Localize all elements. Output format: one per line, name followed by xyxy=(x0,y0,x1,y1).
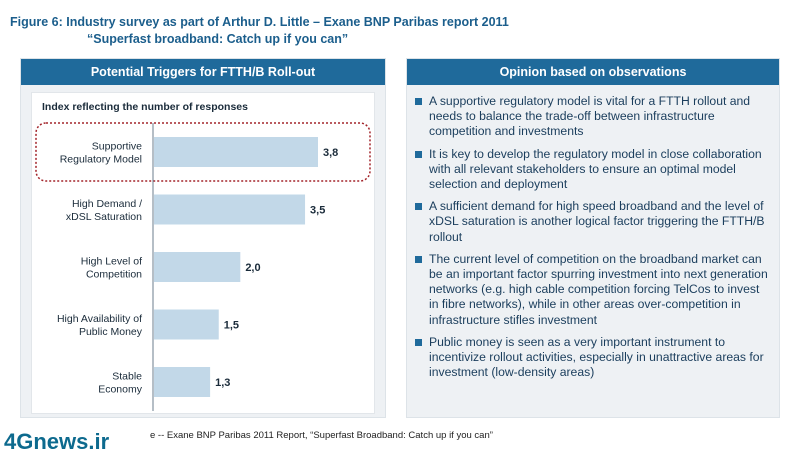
opinion-bullet: A sufficient demand for high speed broad… xyxy=(415,199,769,245)
opinion-bullet-list: A supportive regulatory model is vital f… xyxy=(407,85,779,380)
bar-value-label: 1,5 xyxy=(224,320,239,332)
triggers-panel-header: Potential Triggers for FTTH/B Roll-out xyxy=(21,59,385,85)
opinion-bullet: It is key to develop the regulatory mode… xyxy=(415,147,769,193)
highlight-frame xyxy=(35,122,371,182)
chart-bar xyxy=(154,137,318,167)
bullet-square-icon xyxy=(415,203,422,211)
chart-bar xyxy=(154,252,241,282)
bullet-square-icon xyxy=(415,150,422,158)
bullet-square-icon xyxy=(415,255,422,263)
bullet-square-icon xyxy=(415,338,422,346)
opinion-bullet: A supportive regulatory model is vital f… xyxy=(415,94,769,140)
figure-title: Figure 6: Industry survey as part of Art… xyxy=(10,14,790,48)
bar-value-label: 1,3 xyxy=(215,377,230,389)
category-label: Supportive Regulatory Model xyxy=(60,141,142,166)
chart-title: Index reflecting the number of responses xyxy=(42,101,248,113)
source-note: e -- Exane BNP Paribas 2011 Report, “Sup… xyxy=(150,430,493,441)
bar-value-label: 2,0 xyxy=(245,262,260,274)
triggers-chart: Index reflecting the number of responses… xyxy=(31,92,375,414)
category-label: High Level of Competition xyxy=(81,256,142,281)
opinion-bullet: Public money is seen as a very important… xyxy=(415,335,769,381)
chart-bar xyxy=(154,367,211,397)
opinion-bullet-text: The current level of competition on the … xyxy=(429,251,768,327)
opinion-bullet-text: It is key to develop the regulatory mode… xyxy=(429,146,762,192)
figure-title-line2: “Superfast broadband: Catch up if you ca… xyxy=(87,32,349,46)
bullet-square-icon xyxy=(415,98,422,105)
opinion-bullet-text: A supportive regulatory model is vital f… xyxy=(429,94,751,139)
figure-title-line1: Figure 6: Industry survey as part of Art… xyxy=(10,15,509,29)
opinion-bullet: The current level of competition on the … xyxy=(415,252,769,328)
chart-bar xyxy=(154,309,219,340)
bar-value-label: 3,8 xyxy=(323,147,338,159)
category-label: High Demand / xDSL Saturation xyxy=(66,198,142,223)
chart-bar xyxy=(154,194,306,225)
bar-value-label: 3,5 xyxy=(310,205,325,217)
triggers-bar-chart: Index reflecting the number of responses… xyxy=(35,101,371,411)
category-label: High Availability of Public Money xyxy=(57,313,143,338)
category-label: Stable Economy xyxy=(98,371,143,396)
opinion-bullet-text: Public money is seen as a very important… xyxy=(429,334,764,380)
opinion-bullet-text: A sufficient demand for high speed broad… xyxy=(429,199,765,244)
opinion-panel: Opinion based on observations A supporti… xyxy=(406,58,780,418)
watermark-logo: 4Gnews.ir xyxy=(0,426,128,458)
opinion-panel-header: Opinion based on observations xyxy=(407,59,779,85)
triggers-panel: Potential Triggers for FTTH/B Roll-out I… xyxy=(20,58,386,418)
